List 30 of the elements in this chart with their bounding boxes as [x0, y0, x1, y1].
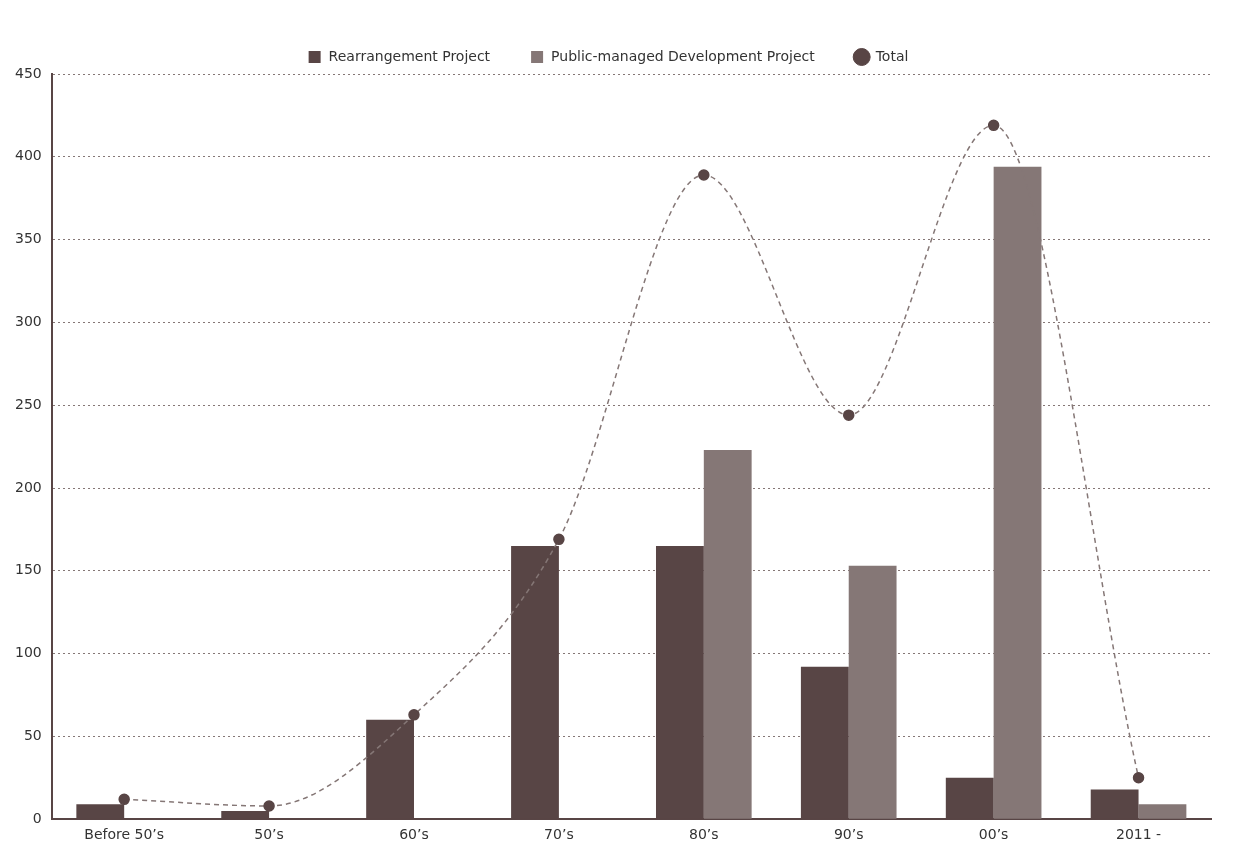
- legend-label: Public-managed Development Project: [551, 47, 816, 64]
- x-tick-label: 60’s: [399, 826, 429, 843]
- point: [698, 169, 710, 181]
- x-tick-label: 80’s: [689, 826, 719, 843]
- x-tick-label: 00’s: [978, 826, 1009, 843]
- y-tick-label: 450: [14, 64, 42, 81]
- point: [553, 533, 565, 546]
- point: [842, 409, 855, 421]
- x-tick-label: 90’s: [833, 826, 864, 843]
- y-tick-label: 250: [14, 395, 42, 412]
- x-tick-label: 50’s: [254, 826, 284, 843]
- point: [118, 793, 130, 806]
- legend-label: Total: [874, 47, 909, 64]
- bar: [1138, 804, 1187, 819]
- y-tick-label: 50: [23, 727, 42, 744]
- legend-label: Rearrangement Project: [328, 47, 491, 64]
- point: [263, 800, 275, 812]
- point: [408, 709, 420, 721]
- y-tick-label: 300: [14, 313, 42, 330]
- y-tick-label: 200: [14, 478, 42, 495]
- y-tick-label: 100: [14, 644, 42, 661]
- x-tick-label: 2011 -: [1115, 826, 1162, 843]
- y-tick-label: 150: [14, 561, 42, 578]
- x-tick-label: Before 50’s: [84, 826, 165, 843]
- point: [987, 119, 1000, 132]
- point: [1132, 772, 1145, 784]
- y-tick-label: 400: [14, 147, 42, 164]
- x-tick-label: 70’s: [544, 826, 574, 843]
- y-tick-label: 0: [32, 809, 42, 826]
- y-tick-label: 350: [14, 230, 42, 247]
